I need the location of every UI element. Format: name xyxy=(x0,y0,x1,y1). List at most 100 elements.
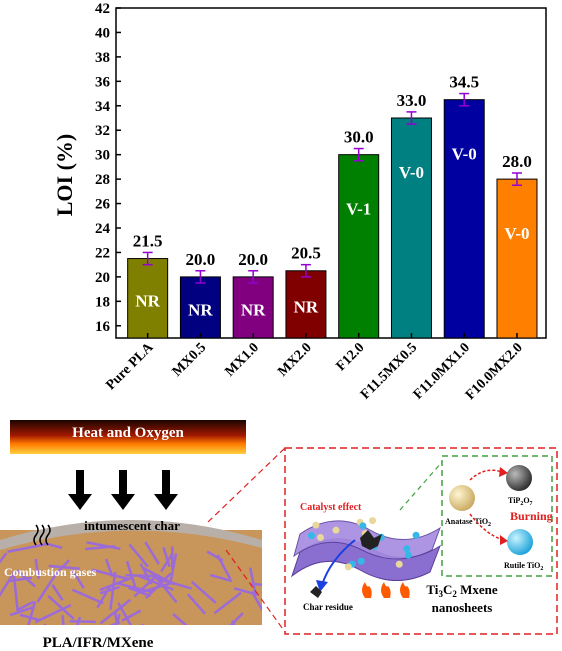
fiber xyxy=(71,588,104,605)
y-tick-label: 38 xyxy=(95,50,110,66)
bar xyxy=(232,276,274,339)
burning-label: Burning xyxy=(510,509,553,523)
char-residue-icon xyxy=(310,530,382,598)
loi-bar-chart: 16 18 20 22 24 26 28 30 32 34 36 38 40 42 21.5 NR 20.0 N… xyxy=(52,1,547,400)
y-tick-label: 40 xyxy=(95,25,110,41)
fiber xyxy=(144,541,160,565)
data-label: 28.0 xyxy=(502,152,532,171)
bar xyxy=(338,154,380,339)
error-bar xyxy=(459,92,470,107)
anatase-tio2-ball xyxy=(449,485,475,511)
fiber xyxy=(216,554,232,580)
intumescent-char-label: intumescent char xyxy=(84,518,180,533)
error-bar xyxy=(142,251,153,266)
y-tick-label: 34 xyxy=(95,99,111,115)
fiber xyxy=(160,552,174,573)
particle xyxy=(357,557,365,565)
down-arrow-icon xyxy=(68,470,92,510)
data-label: 20.0 xyxy=(186,250,216,269)
fiber xyxy=(139,563,153,585)
fiber xyxy=(34,558,40,579)
fiber xyxy=(34,604,72,624)
fiber xyxy=(99,598,132,625)
fiber xyxy=(69,620,96,624)
zoom-line-top xyxy=(207,447,286,523)
material-label: PLA/IFR/MXene xyxy=(43,635,154,651)
y-tick-label: 30 xyxy=(95,148,110,164)
fiber xyxy=(162,546,171,568)
fiber xyxy=(125,560,138,590)
bar xyxy=(179,276,221,339)
fiber xyxy=(115,613,121,625)
particle xyxy=(344,563,352,571)
ul94-rating-label: NR xyxy=(294,297,319,316)
burning-arrow-up xyxy=(469,469,503,481)
fiber xyxy=(0,574,14,597)
data-label: 21.5 xyxy=(133,231,163,250)
fiber xyxy=(99,585,120,595)
fiber xyxy=(172,612,188,625)
anatase-label: Anatase TiO2 xyxy=(445,517,491,528)
fiber xyxy=(0,552,8,564)
fiber xyxy=(251,582,262,587)
y-axis-label: LOI (%) xyxy=(52,134,77,217)
zoom-line-bottom xyxy=(225,549,286,633)
heat-oxygen-band xyxy=(10,420,246,454)
fiber xyxy=(137,574,174,591)
zoom-box xyxy=(284,447,558,635)
fiber xyxy=(48,564,81,570)
burning-arrow-down xyxy=(469,513,504,541)
y-tick-label: 22 xyxy=(95,245,110,261)
fiber xyxy=(104,558,114,577)
tip2o7-label: TiP2O7 xyxy=(508,496,533,507)
tip2o7-ball xyxy=(506,465,532,491)
ul94-rating-label: V-0 xyxy=(399,163,424,182)
fiber xyxy=(250,591,262,612)
particle xyxy=(359,522,367,530)
ul94-rating-label: V-0 xyxy=(452,145,477,164)
polymer-matrix xyxy=(0,520,262,625)
y-tick-label: 24 xyxy=(95,221,111,237)
mxene-nanosheets xyxy=(290,517,442,581)
rutile-tio2-ball xyxy=(507,529,533,555)
y-tick-label: 32 xyxy=(95,123,110,139)
fiber xyxy=(71,569,85,589)
fiber xyxy=(51,584,64,601)
particle xyxy=(369,517,377,525)
mxene-caption-line1: Ti3C2 Mxene xyxy=(426,582,497,599)
fiber xyxy=(229,612,244,625)
error-bar xyxy=(195,270,206,284)
combustion-gases-label: Combustion gases xyxy=(4,565,97,579)
data-label: 34.5 xyxy=(449,73,479,92)
fiber xyxy=(12,571,19,612)
y-tick-label: 36 xyxy=(95,74,111,90)
particle xyxy=(316,534,324,542)
ul94-rating-label: NR xyxy=(135,291,160,310)
catalyst-effect-label: Catalyst effect xyxy=(300,502,362,513)
y-tick-label: 18 xyxy=(95,294,110,310)
data-label: 20.5 xyxy=(291,244,321,263)
data-label: 33.0 xyxy=(397,91,427,110)
ul94-rating-label: V-1 xyxy=(346,200,371,219)
error-bar xyxy=(406,111,417,125)
ul94-rating-label: NR xyxy=(241,300,266,319)
green-link-line xyxy=(399,461,443,511)
y-tick-label: 42 xyxy=(95,1,110,17)
tio2-transformation-box xyxy=(441,455,553,577)
x-tick-label: F12.0 xyxy=(334,340,368,374)
fiber xyxy=(9,606,34,617)
char-residue-label: Char residue xyxy=(303,602,353,612)
fiber xyxy=(109,621,121,625)
mxene-caption-line2: nanosheets xyxy=(432,600,493,615)
bar xyxy=(390,117,432,339)
fiber xyxy=(15,569,36,588)
flame-icon xyxy=(381,582,391,598)
error-bar xyxy=(300,263,311,278)
particle xyxy=(395,560,403,568)
x-tick-label: MX0.5 xyxy=(170,340,209,379)
fiber xyxy=(145,572,172,600)
fiber xyxy=(191,580,217,604)
fiber xyxy=(186,593,207,615)
error-bar xyxy=(248,270,259,284)
x-tick-label: Pure PLA xyxy=(103,340,157,394)
